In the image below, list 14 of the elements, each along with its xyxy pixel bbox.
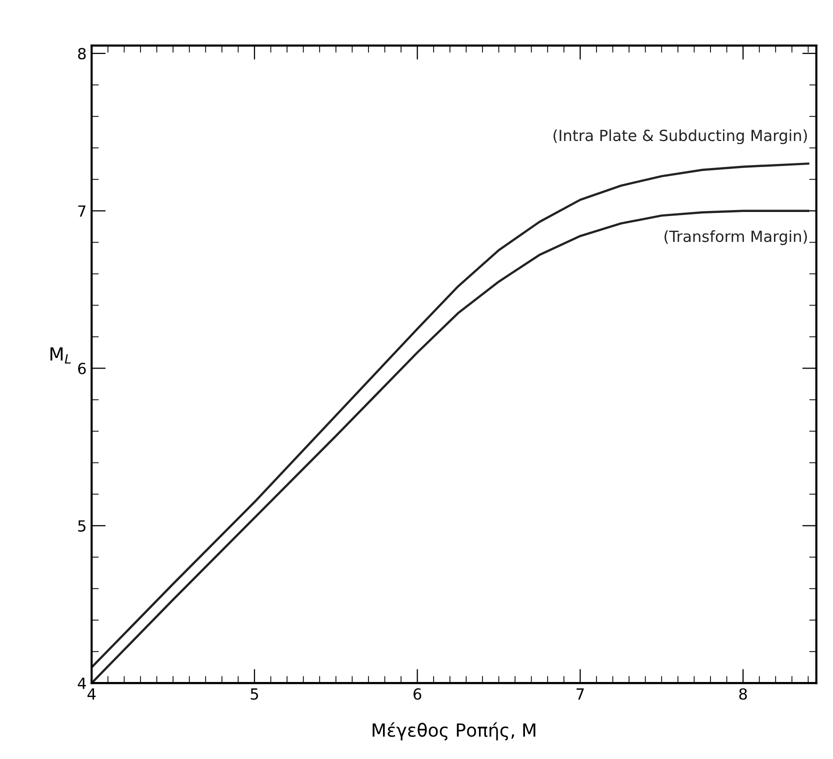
y-tick-label: 6 (78, 362, 86, 374)
x-tick-label: 4 (88, 688, 96, 700)
x-tick-label: 6 (414, 688, 422, 700)
x-tick-label: 7 (576, 688, 584, 700)
x-axis-title: Μέγεθος Ροπής, M (372, 722, 536, 740)
y-tick-label: 8 (78, 48, 86, 60)
y-tick-label: 5 (78, 520, 86, 532)
x-tick-label: 5 (250, 688, 258, 700)
y-axis-title: M$_{L}$ (50, 347, 71, 364)
series-label: (Intra Plate & Subducting Margin) (554, 129, 807, 144)
series-label: (Transform Margin) (664, 230, 807, 246)
y-tick-label: 7 (78, 206, 86, 217)
x-tick-label: 8 (739, 688, 747, 700)
y-tick-label: 4 (78, 678, 86, 689)
